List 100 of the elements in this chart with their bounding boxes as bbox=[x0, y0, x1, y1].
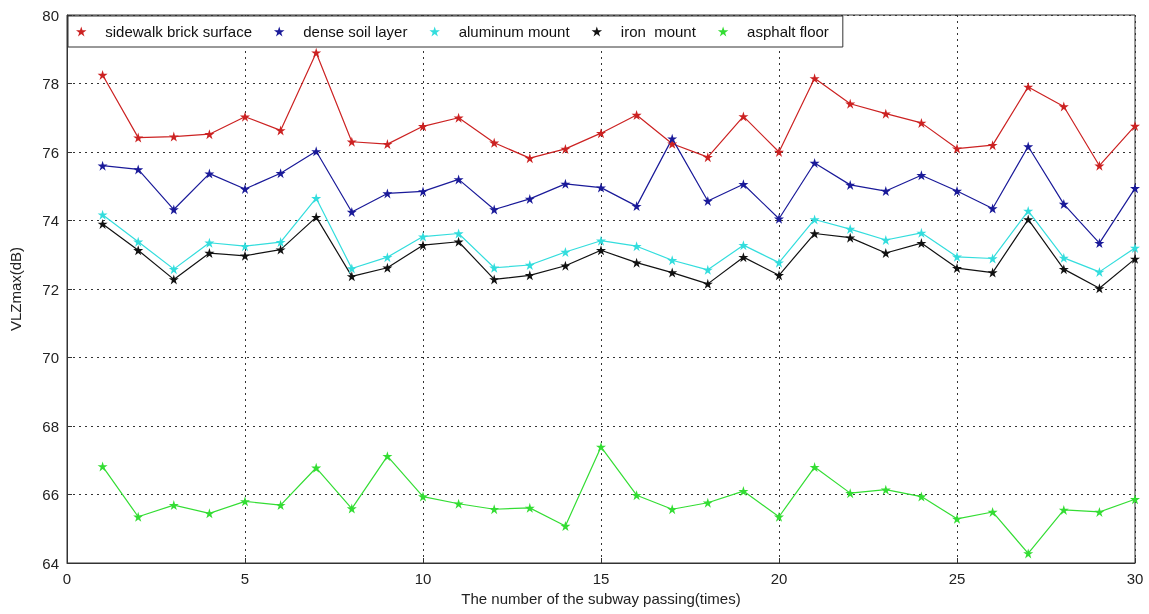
point bbox=[596, 182, 606, 193]
point bbox=[418, 240, 428, 251]
point bbox=[240, 250, 250, 261]
point bbox=[97, 461, 108, 472]
point bbox=[453, 498, 464, 509]
point bbox=[311, 193, 322, 204]
point bbox=[1058, 264, 1069, 275]
point bbox=[97, 69, 108, 80]
y-tick-label: 66 bbox=[42, 486, 59, 503]
point bbox=[346, 263, 357, 274]
point bbox=[382, 451, 393, 462]
point bbox=[987, 506, 998, 517]
point bbox=[168, 264, 179, 275]
x-tick-label: 5 bbox=[240, 570, 250, 587]
point bbox=[809, 157, 820, 168]
point bbox=[524, 270, 535, 281]
point bbox=[240, 183, 250, 194]
point bbox=[97, 218, 108, 229]
point bbox=[1094, 238, 1105, 249]
point bbox=[382, 262, 393, 273]
point bbox=[845, 224, 856, 235]
point bbox=[133, 236, 144, 247]
point bbox=[952, 186, 962, 197]
point bbox=[880, 235, 891, 246]
point bbox=[382, 139, 393, 150]
point bbox=[275, 237, 286, 248]
point bbox=[774, 213, 784, 224]
point bbox=[1023, 548, 1034, 559]
point bbox=[204, 248, 215, 259]
point bbox=[774, 511, 784, 522]
point bbox=[667, 255, 678, 266]
point bbox=[1094, 506, 1105, 517]
point bbox=[631, 490, 642, 501]
point bbox=[631, 110, 642, 121]
x-tick-label: 10 bbox=[414, 570, 432, 587]
x-tick-label: 15 bbox=[592, 570, 610, 587]
point bbox=[738, 252, 749, 263]
point bbox=[596, 245, 606, 256]
point bbox=[168, 500, 179, 511]
point bbox=[204, 168, 215, 179]
point bbox=[418, 121, 428, 132]
point bbox=[168, 131, 179, 142]
legend-label: iron mount bbox=[620, 23, 697, 40]
point bbox=[133, 511, 144, 522]
point bbox=[489, 504, 500, 515]
point bbox=[702, 278, 713, 289]
point bbox=[845, 232, 856, 243]
point bbox=[916, 227, 927, 238]
point bbox=[774, 147, 784, 157]
point bbox=[1058, 101, 1069, 112]
point bbox=[702, 264, 713, 275]
point bbox=[916, 117, 927, 128]
point bbox=[1130, 494, 1140, 505]
point bbox=[1130, 183, 1140, 194]
point bbox=[845, 98, 856, 109]
point bbox=[418, 186, 428, 197]
point bbox=[133, 132, 144, 143]
point bbox=[275, 244, 286, 255]
point bbox=[346, 136, 357, 147]
point bbox=[560, 247, 571, 258]
point bbox=[418, 491, 428, 502]
point bbox=[489, 274, 500, 285]
point bbox=[702, 152, 713, 163]
point bbox=[987, 140, 998, 151]
point bbox=[702, 195, 713, 206]
point bbox=[631, 201, 642, 212]
point bbox=[916, 491, 927, 502]
point bbox=[596, 128, 606, 139]
point bbox=[97, 160, 108, 171]
legend-label: sidewalk brick surface bbox=[105, 23, 252, 40]
point bbox=[97, 209, 108, 220]
point bbox=[1130, 242, 1140, 253]
point bbox=[275, 125, 286, 136]
point bbox=[418, 231, 428, 242]
y-tick-label: 64 bbox=[42, 554, 59, 572]
point bbox=[916, 238, 927, 249]
point bbox=[774, 270, 784, 281]
y-tick-label: 76 bbox=[42, 143, 59, 161]
point bbox=[1023, 214, 1034, 225]
point bbox=[560, 260, 571, 271]
point bbox=[524, 260, 535, 271]
point bbox=[880, 484, 891, 495]
point bbox=[987, 203, 998, 214]
point bbox=[596, 441, 606, 452]
point bbox=[1130, 253, 1140, 264]
point bbox=[204, 237, 215, 248]
legend-label: dense soil layer bbox=[303, 23, 408, 40]
point bbox=[560, 178, 571, 189]
y-tick-label: 74 bbox=[42, 212, 59, 229]
point bbox=[1058, 199, 1069, 210]
point bbox=[1094, 160, 1105, 171]
point bbox=[1094, 283, 1105, 294]
point bbox=[1023, 141, 1034, 152]
point bbox=[987, 267, 998, 278]
point bbox=[240, 241, 250, 252]
point bbox=[702, 497, 713, 508]
point bbox=[880, 248, 891, 259]
point bbox=[275, 168, 286, 179]
point bbox=[809, 73, 820, 84]
point bbox=[524, 153, 535, 164]
